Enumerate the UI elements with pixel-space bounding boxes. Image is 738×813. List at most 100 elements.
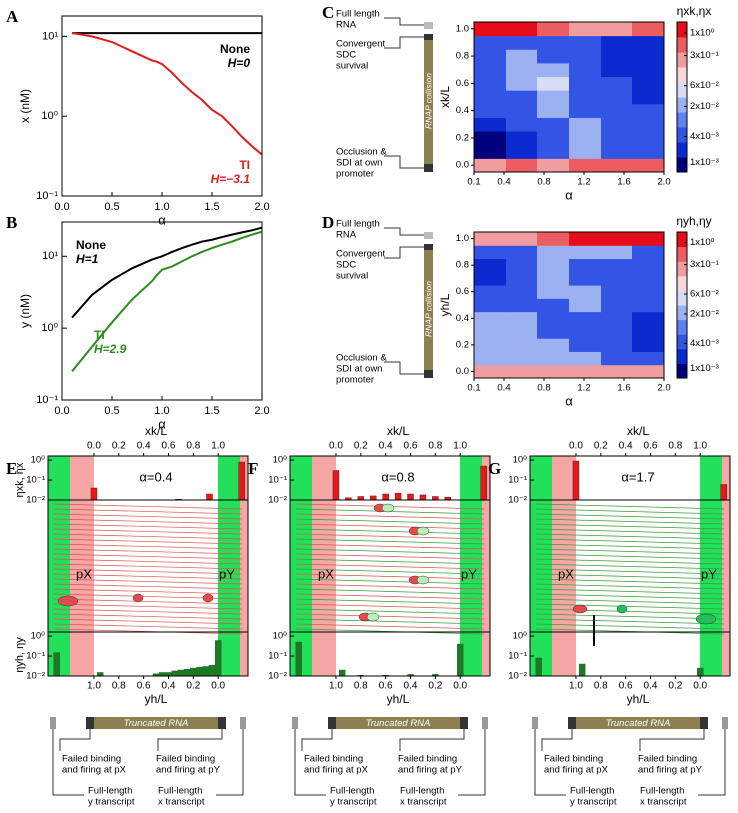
y-tick-label: 10⁻²: [508, 495, 527, 506]
colorbar-band: [677, 290, 687, 306]
colorbar-band: [677, 348, 687, 364]
bracket: [698, 729, 726, 796]
bottom-bar: [696, 667, 704, 677]
heat-cell: [537, 232, 570, 246]
top-bar: [206, 493, 213, 501]
heat-cell: [506, 338, 538, 352]
top-axis-label: xk/L: [627, 424, 649, 438]
trajectory: [535, 588, 725, 595]
heat-cell: [601, 90, 633, 105]
x-tick-label: 2.0: [254, 405, 269, 417]
side-bracket: [384, 155, 424, 169]
colorbar-tick-label: 3x10⁻¹: [690, 50, 719, 61]
bottom-bar: [456, 643, 464, 677]
x-axis-label: α: [565, 187, 573, 202]
trajectory: [53, 578, 243, 585]
x-tick-label: 0.8: [537, 177, 550, 188]
heat-cell: [537, 49, 570, 64]
colorbar-band: [677, 232, 687, 248]
x-tick-label: 0.5: [104, 405, 119, 417]
heat-cell: [569, 103, 602, 118]
diagram-label: Full-length: [88, 786, 132, 797]
x-tick-label: 0.0: [54, 405, 69, 417]
heat-cell: [506, 245, 538, 260]
bracket: [458, 729, 486, 796]
trajectory: [295, 618, 485, 625]
truncated-bar: [94, 717, 218, 729]
bottom-tick-label: 0.8: [594, 681, 608, 692]
heat-cell: [632, 22, 665, 37]
heat-cell: [632, 90, 665, 105]
side-label: promoter: [336, 169, 374, 180]
px-pink: [70, 456, 94, 676]
colorbar-label: ηxk,ηx: [677, 4, 712, 18]
side-label: promoter: [336, 375, 374, 386]
heat-cell: [569, 232, 602, 246]
heat-cell: [569, 271, 602, 286]
heat-cell: [537, 158, 570, 173]
panel-letter: E: [6, 459, 17, 478]
trajectory: [53, 618, 243, 625]
heat-cell: [537, 311, 570, 326]
top-bar: [382, 493, 389, 501]
y-tick-label: 10⁰: [41, 322, 58, 334]
series-name: TI: [239, 158, 250, 172]
x-tick-label: 1.2: [577, 383, 590, 394]
promoter-label: pY: [701, 566, 717, 581]
bracket: [294, 729, 326, 796]
top-tick-label: 1.0: [453, 441, 467, 452]
promoter-label: pX: [76, 566, 92, 581]
colorbar-band: [677, 22, 687, 38]
heat-cell: [632, 245, 665, 260]
y-tick-label: 10⁰: [513, 631, 528, 642]
heat-cell: [569, 258, 602, 273]
panel-letter: D: [322, 213, 334, 232]
heat-cell: [632, 158, 665, 173]
heat-cell: [506, 311, 538, 326]
dark-box: [328, 717, 336, 729]
heat-cell: [537, 285, 570, 299]
truncated-bar: [576, 717, 700, 729]
diagram-label: Failed binding: [304, 754, 363, 765]
trajectory: [53, 538, 243, 545]
heat-cell: [537, 90, 570, 105]
top-tick-label: 0.8: [186, 441, 200, 452]
side-label: Occlusion &: [336, 147, 387, 158]
y-tick-label: 0.6: [456, 78, 469, 89]
trajectory: [53, 508, 243, 515]
bracket: [399, 729, 465, 751]
diagram-label: y transcript: [330, 797, 377, 808]
trajectory: [53, 563, 243, 570]
trajectory: [53, 548, 243, 555]
heat-cell: [632, 117, 665, 132]
heat-cell: [537, 364, 570, 379]
heat-cell: [601, 35, 633, 50]
promoter-label: pX: [318, 566, 334, 581]
top-tick-label: 0.0: [569, 441, 583, 452]
promoter-label: pY: [461, 566, 477, 581]
collision-label: RNAP collision: [423, 73, 433, 129]
top-bar: [572, 460, 580, 501]
side-label: Full length: [336, 9, 380, 20]
top-axis-label: xk/L: [387, 424, 409, 438]
y-tick-label: 10⁻¹: [26, 651, 45, 662]
top-tick-label: 0.6: [644, 441, 658, 452]
heat-cell: [601, 144, 633, 159]
trajectory: [53, 503, 243, 510]
alpha-label: α=1.7: [621, 469, 654, 484]
trajectory: [535, 553, 725, 560]
y-tick-label: 10⁰: [273, 631, 288, 642]
top-bg: [576, 456, 700, 500]
heat-cell: [569, 35, 602, 50]
side-label: Convergent: [336, 249, 385, 260]
heat-cell: [474, 258, 507, 273]
heat-cell: [569, 351, 602, 366]
bottom-bar: [171, 670, 178, 677]
heat-cell: [506, 324, 538, 339]
heat-cell: [601, 364, 633, 379]
colorbar-tick-label: 1x10⁰: [690, 28, 715, 39]
bracket: [52, 729, 84, 796]
diagram-label: x transcript: [158, 797, 205, 808]
trajectory: [295, 543, 485, 550]
full-rna-box: [424, 232, 433, 239]
